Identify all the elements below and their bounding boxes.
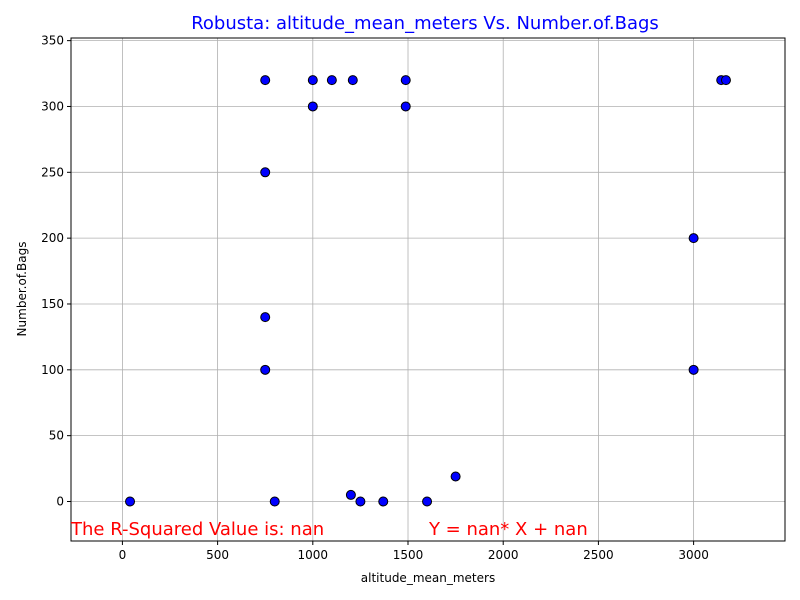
y-axis-ticks: 0 50 100 150 200 250 300 350 bbox=[41, 34, 71, 508]
x-tick-label: 2000 bbox=[488, 548, 519, 562]
y-tick-label: 150 bbox=[41, 297, 64, 311]
y-tick-label: 350 bbox=[41, 34, 64, 48]
y-tick-label: 250 bbox=[41, 165, 64, 179]
data-point bbox=[378, 496, 389, 507]
data-point bbox=[269, 496, 280, 507]
data-point bbox=[400, 101, 411, 112]
data-point bbox=[720, 75, 731, 86]
data-point bbox=[326, 75, 337, 86]
x-tick-label: 3000 bbox=[678, 548, 709, 562]
grid-lines bbox=[71, 38, 785, 541]
regression-equation-annotation: Y = nan* X + nan bbox=[428, 519, 588, 540]
y-tick-label: 50 bbox=[49, 429, 64, 443]
data-point bbox=[345, 489, 356, 500]
data-point bbox=[688, 233, 699, 244]
y-tick-label: 300 bbox=[41, 99, 64, 113]
data-point bbox=[260, 75, 271, 86]
y-axis-label: Number.of.Bags bbox=[15, 242, 29, 337]
y-tick-label: 100 bbox=[41, 363, 64, 377]
data-point bbox=[355, 496, 366, 507]
x-tick-label: 1000 bbox=[298, 548, 329, 562]
y-tick-label: 0 bbox=[56, 494, 64, 508]
data-point bbox=[307, 101, 318, 112]
data-point bbox=[260, 312, 271, 323]
data-point bbox=[688, 364, 699, 375]
data-point bbox=[400, 75, 411, 86]
data-point bbox=[125, 496, 136, 507]
y-tick-label: 200 bbox=[41, 231, 64, 245]
data-points bbox=[125, 75, 731, 507]
data-point bbox=[307, 75, 318, 86]
x-axis-ticks: 0 500 1000 1500 2000 2500 3000 bbox=[119, 541, 709, 562]
data-point bbox=[422, 496, 433, 507]
data-point bbox=[347, 75, 358, 86]
data-point bbox=[450, 471, 461, 482]
r-squared-annotation: The R-Squared Value is: nan bbox=[70, 519, 324, 540]
x-tick-label: 0 bbox=[119, 548, 127, 562]
data-point bbox=[260, 167, 271, 178]
chart-title: Robusta: altitude_mean_meters Vs. Number… bbox=[191, 13, 659, 34]
data-point bbox=[260, 364, 271, 375]
plot-frame bbox=[70, 37, 786, 542]
x-tick-label: 1500 bbox=[393, 548, 424, 562]
x-tick-label: 2500 bbox=[583, 548, 614, 562]
x-axis-label: altitude_mean_meters bbox=[361, 571, 495, 585]
x-tick-label: 500 bbox=[206, 548, 229, 562]
